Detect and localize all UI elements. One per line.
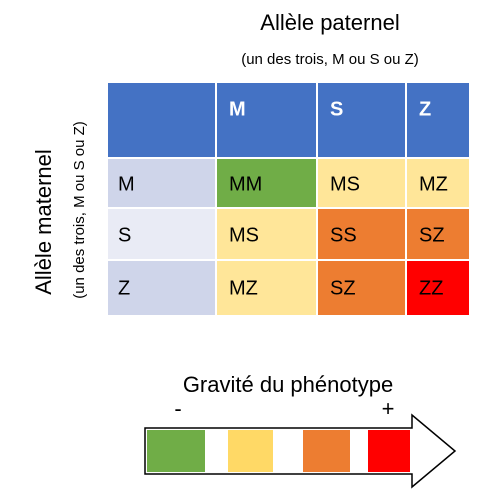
header-cell [316, 81, 407, 159]
genotype: MS [330, 173, 360, 195]
legend-high: + [382, 396, 395, 421]
genotype: SS [330, 224, 357, 246]
header-cell [215, 81, 318, 159]
column-header: M [229, 98, 246, 120]
legend-title: Gravité du phénotype [183, 372, 393, 397]
cell [405, 157, 471, 209]
genotype: SZ [330, 277, 356, 299]
legend-low: - [174, 396, 181, 421]
cell [215, 259, 318, 317]
header-cell [106, 81, 217, 159]
cell [316, 259, 407, 317]
row-label: Z [118, 277, 130, 299]
header-cell [405, 81, 471, 159]
genotype: ZZ [419, 277, 443, 299]
maternal-title: Allèle maternel [31, 149, 56, 295]
severity-swatch [303, 430, 350, 472]
genotype: SZ [419, 224, 445, 246]
row-label: M [118, 173, 135, 195]
genotype: MM [229, 173, 262, 195]
column-header: S [330, 98, 343, 120]
column-header: Z [419, 98, 431, 120]
genotype: MS [229, 224, 259, 246]
severity-swatch [147, 430, 205, 472]
genotype: MZ [419, 173, 448, 195]
severity-swatch [368, 430, 410, 472]
paternal-subtitle: (un des trois, M ou S ou Z) [241, 51, 419, 68]
cell [405, 207, 471, 261]
paternal-title: Allèle paternel [260, 10, 399, 35]
table [106, 81, 471, 317]
severity-arrow [144, 413, 457, 489]
cell [215, 207, 318, 261]
cell [405, 259, 471, 317]
maternal-subtitle: (un des trois, M ou S ou Z) [71, 121, 88, 299]
row-label: S [118, 224, 131, 246]
genotype: MZ [229, 277, 258, 299]
severity-swatch [228, 430, 273, 472]
